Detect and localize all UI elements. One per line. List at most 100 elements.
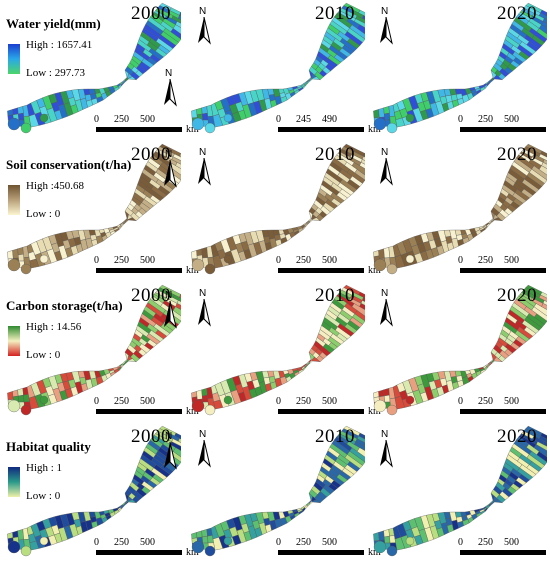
map-unit	[175, 21, 181, 28]
map-unit	[20, 263, 32, 275]
map-unit	[20, 122, 32, 134]
map-unit	[373, 250, 380, 257]
map-unit	[373, 258, 387, 272]
map-unit	[179, 294, 181, 299]
legend-color-ramp	[8, 185, 20, 215]
map-unit	[204, 404, 216, 416]
map-unit	[373, 540, 387, 554]
scale-tick-label: 500	[140, 114, 155, 125]
scale-tick-label: 500	[504, 537, 519, 548]
scale-segment	[126, 268, 182, 273]
map-unit	[191, 399, 205, 413]
region-map	[373, 425, 547, 557]
scale-tick-label: 500	[322, 255, 337, 266]
map-unit	[529, 168, 547, 184]
map-unit	[405, 395, 415, 405]
north-arrow-icon: N	[378, 288, 394, 327]
map-unit	[172, 24, 181, 35]
map-unit	[540, 291, 547, 299]
map-unit	[529, 27, 547, 43]
scale-segment	[278, 127, 308, 132]
scale-tick-label: 0	[276, 114, 281, 125]
map-unit	[17, 388, 24, 397]
scale-tick-label: 250	[114, 537, 129, 548]
north-arrow-icon: N	[196, 147, 212, 186]
year-label: 2000	[131, 285, 171, 306]
north-label: N	[199, 429, 207, 440]
year-label: 2010	[315, 3, 355, 24]
map-unit	[383, 529, 390, 538]
map-unit	[175, 162, 181, 169]
map-unit	[540, 9, 547, 17]
map-unit	[7, 117, 21, 131]
north-label: N	[165, 290, 173, 301]
map-unit	[17, 106, 24, 115]
map-unit	[384, 394, 391, 403]
year-label: 2020	[497, 285, 537, 306]
map-panel: 2000 Water yield(mm) High : 1657.41 Low : 2…	[0, 0, 199, 141]
map-unit	[12, 107, 19, 116]
map-unit	[163, 27, 181, 43]
map-unit	[347, 450, 365, 466]
map-unit	[191, 250, 198, 260]
map-unit	[359, 162, 365, 169]
map-unit	[538, 435, 547, 443]
map-unit	[542, 441, 547, 447]
map-unit	[362, 156, 365, 161]
map-unit	[351, 303, 365, 317]
map-unit	[373, 399, 387, 413]
map-unit	[405, 113, 415, 123]
map-unit	[355, 438, 365, 447]
map-unit	[373, 117, 387, 131]
scale-tick-label: 250	[478, 396, 493, 407]
scale-tick-label: 0	[94, 537, 99, 548]
map-unit	[354, 169, 365, 181]
scale-tick-label: 0	[94, 114, 99, 125]
map-unit	[378, 107, 385, 118]
map-panel: 2000 Soil conservation(t/ha) High :450.68 L…	[0, 141, 199, 282]
map-unit	[7, 109, 14, 116]
map-unit	[170, 441, 181, 451]
region-map	[191, 2, 365, 134]
map-unit	[533, 444, 547, 458]
map-unit	[349, 24, 365, 40]
map-panel: 2000 Carbon storage(t/ha) High : 14.56 Low …	[0, 282, 199, 423]
map-unit	[223, 113, 233, 123]
north-label: N	[165, 68, 173, 79]
map-unit	[39, 536, 49, 546]
region-map	[7, 143, 181, 275]
map-unit	[39, 395, 49, 405]
map-unit	[7, 540, 21, 554]
scale-tick-label: 500	[322, 537, 337, 548]
map-unit	[7, 399, 21, 413]
legend-low-label: Low : 0	[26, 208, 61, 220]
map-unit	[358, 432, 365, 440]
map-unit	[201, 106, 208, 115]
scale-tick-label: 0	[458, 537, 463, 548]
map-unit	[347, 168, 365, 184]
map-unit	[349, 447, 365, 463]
map-panel: 2020 N 0 250 500 km	[366, 423, 547, 564]
map-unit	[362, 297, 365, 302]
map-unit	[383, 388, 390, 397]
scale-segment	[490, 409, 546, 414]
north-arrow-icon: N	[196, 288, 212, 327]
year-label: 2020	[497, 144, 537, 165]
map-unit	[536, 441, 547, 451]
map-unit	[351, 162, 365, 176]
map-unit	[201, 529, 208, 538]
map-unit	[18, 112, 25, 121]
scale-segment	[96, 409, 126, 414]
region-map-svg	[7, 425, 181, 557]
map-unit	[354, 18, 365, 28]
map-panel: 2010 N 0 245 490 km	[184, 0, 381, 141]
scale-segment	[96, 127, 126, 132]
map-unit	[201, 388, 208, 397]
scale-unit: km	[186, 406, 199, 417]
map-unit	[191, 117, 205, 131]
map-unit	[12, 530, 19, 539]
map-unit	[7, 391, 14, 401]
map-unit	[356, 435, 365, 443]
